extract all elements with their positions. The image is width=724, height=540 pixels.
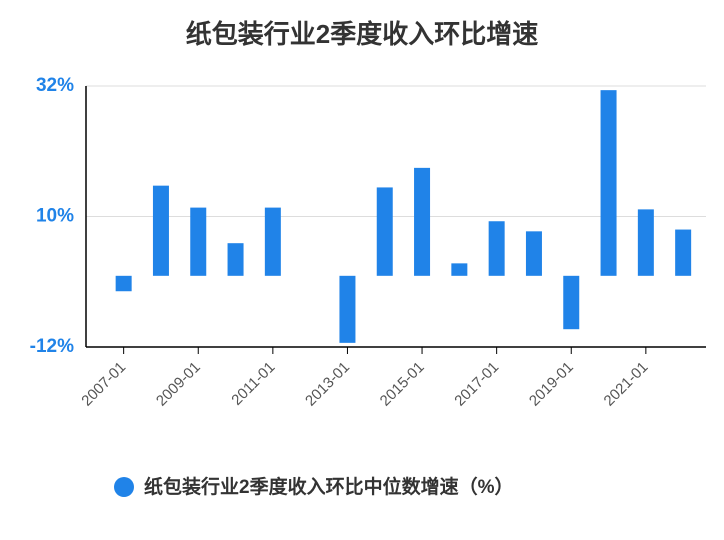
y-tick-label: 32% [36,75,74,96]
y-tick-label: -12% [30,336,74,357]
bar [152,185,169,276]
y-tick-label: 10% [36,206,74,227]
x-tick-label: 2019-01 [526,359,577,410]
bar [414,167,431,276]
bar [488,221,505,276]
x-tick-label: 2009-01 [153,359,204,410]
bar [451,263,468,276]
bar [525,231,542,276]
x-tick-label: 2007-01 [78,359,129,410]
bar [675,229,692,276]
legend-label: 纸包装行业2季度收入环比中位数增速（%） [144,475,513,498]
bar [115,275,132,292]
legend-marker [114,477,134,497]
x-tick-label: 2013-01 [302,359,353,410]
bar [600,90,617,276]
bar [376,187,393,276]
chart-title: 纸包装行业2季度收入环比增速 [186,19,538,49]
bar [637,209,654,276]
bar [190,207,207,276]
bar [227,243,244,276]
x-tick-label: 2021-01 [601,359,652,410]
x-tick-label: 2011-01 [228,359,278,409]
x-tick-label: 2017-01 [451,359,502,410]
bar [563,275,580,330]
bar [339,275,356,343]
x-tick-label: 2015-01 [377,359,428,410]
bar [264,207,281,276]
